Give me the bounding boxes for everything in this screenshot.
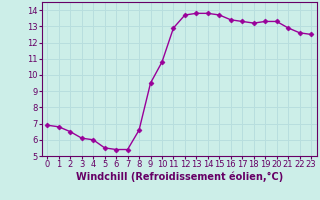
X-axis label: Windchill (Refroidissement éolien,°C): Windchill (Refroidissement éolien,°C) — [76, 172, 283, 182]
